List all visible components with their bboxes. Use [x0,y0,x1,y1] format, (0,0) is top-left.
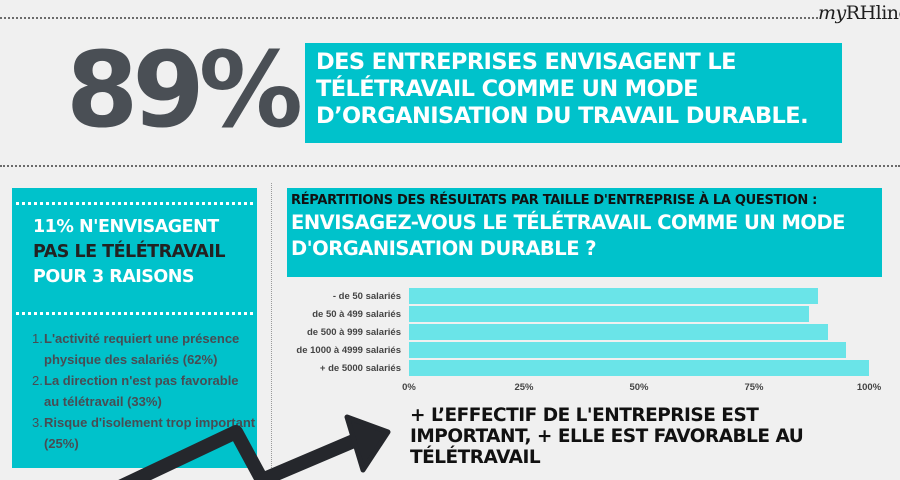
top-dotted-divider [0,17,818,19]
headline-line: D’ORGANISATION DU TRAVAIL DURABLE. [316,103,809,129]
brand-name: RHline [845,2,900,24]
headline-stat: 89% [66,29,303,151]
bar [409,360,869,376]
reason-text: Risque d'isolement trop important (25%) [44,415,256,451]
title-line: POUR 3 RAISONS [33,267,195,287]
title-line: PAS LE TÉLÉTRAVAIL [33,242,226,262]
panel-dotted-divider [16,312,253,315]
headline-box: DES ENTREPRISES ENVISAGENT LE TÉLÉTRAVAI… [305,43,842,143]
reasons-list: 1. L'activité requiert une présence physi… [32,328,257,454]
bar-label: de 1000 à 4999 salariés [296,345,401,356]
bar-row: de 50 à 499 salariés [282,306,892,323]
brand-prefix: my [818,2,846,24]
reason-text: L'activité requiert une présence physiqu… [44,331,240,367]
reason-item: 3. Risque d'isolement trop important (25%… [32,412,257,454]
bar [409,324,828,340]
conclusion-line: IMPORTANT, + ELLE EST FAVORABLE AU [410,426,804,447]
x-tick: 25% [514,382,534,393]
reason-number: 2. [32,373,43,388]
question-line: D'ORGANISATION DURABLE ? [291,237,597,260]
x-tick: 0% [402,382,416,393]
reason-item: 1. L'activité requiert une présence physi… [32,328,257,370]
panel-dotted-divider [16,202,253,205]
reasons-title: 11% N'ENVISAGENT PAS LE TÉLÉTRAVAIL POUR… [33,215,226,290]
bar-label: de 50 à 499 salariés [312,309,401,320]
bar [409,288,819,304]
bar-chart: - de 50 salariés de 50 à 499 salariés de… [282,288,892,398]
section-dotted-divider [0,165,900,167]
conclusion-line: + L’EFFECTIF DE L'ENTREPRISE EST [410,405,759,426]
bar-label: - de 50 salariés [332,291,401,302]
conclusion-text: + L’EFFECTIF DE L'ENTREPRISE EST IMPORTA… [410,405,860,468]
x-tick: 75% [744,382,764,393]
x-tick: 100% [856,382,882,393]
bar-label: + de 5000 salariés [319,363,401,374]
bar-row: de 1000 à 4999 salariés [282,342,892,359]
brand-logo: myRHline [818,2,900,24]
reason-item: 2. La direction n'est pas favorable au té… [32,370,257,412]
bar-row: + de 5000 salariés [282,360,892,377]
vertical-dotted-divider [271,183,272,480]
headline-line: DES ENTREPRISES ENVISAGENT LE [316,49,736,75]
reason-text: La direction n'est pas favorable au télé… [44,373,239,409]
reason-number: 1. [32,331,43,346]
bar-label: de 500 à 999 salariés [306,327,401,338]
reason-number: 3. [32,415,43,430]
conclusion-line: TÉLÉTRAVAIL [410,447,541,468]
x-tick: 50% [629,382,649,393]
question-panel: RÉPARTITIONS DES RÉSULTATS PAR TAILLE D'… [287,188,882,277]
bar-row: de 500 à 999 salariés [282,324,892,341]
question-subtitle: RÉPARTITIONS DES RÉSULTATS PAR TAILLE D'… [291,193,818,208]
reasons-panel: 11% N'ENVISAGENT PAS LE TÉLÉTRAVAIL POUR… [12,188,257,468]
headline-line: TÉLÉTRAVAIL COMME UN MODE [316,76,699,102]
bar [409,306,810,322]
question-line: ENVISAGEZ-VOUS LE TÉLÉTRAVAIL COMME UN M… [291,211,845,234]
bar-row: - de 50 salariés [282,288,892,305]
bar [409,342,846,358]
title-line: 11% N'ENVISAGENT [33,217,219,237]
